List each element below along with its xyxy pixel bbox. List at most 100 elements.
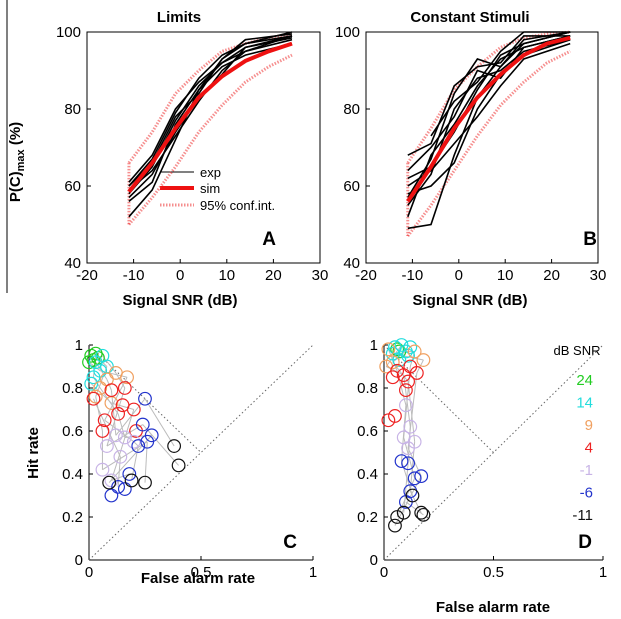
panel-d-point-snr-24 <box>390 342 405 357</box>
panel-c-point-snr-9 <box>93 381 108 395</box>
panel-d-point-snr--11 <box>416 507 431 522</box>
panel-c-track-line <box>117 413 126 438</box>
panel-b-exp-line-7 <box>407 35 571 172</box>
panel-c-point-snr-4 <box>115 398 130 413</box>
panel-c-ytick-label: 0.6 <box>62 423 83 440</box>
panel-d-xtick-label: 0 <box>380 564 388 581</box>
panel-c-point-snr--11 <box>102 475 117 490</box>
panel-d-legend-snr--6: -6 <box>580 485 593 502</box>
panel-b-ytick-label: 80 <box>343 101 360 118</box>
panel-c-point-snr-14 <box>84 376 99 391</box>
panel-d-point-snr-4 <box>399 383 413 398</box>
panel-c-point-snr--6 <box>138 391 152 406</box>
panel-a-sim-line <box>127 41 293 194</box>
panel-b-letter: B <box>583 229 597 250</box>
panel-d-legend-snr-24: 24 <box>576 372 593 389</box>
panel-d-point-snr--6 <box>401 456 415 471</box>
panel-c-letter: C <box>283 532 297 553</box>
panel-d-ytick-label: 0.8 <box>357 380 378 397</box>
panel-d-xtick-label: 0.5 <box>483 564 504 581</box>
panel-c-point-snr--6 <box>122 467 137 481</box>
panel-b-xtick-label: 10 <box>497 267 514 284</box>
panel-c-point-snr-4 <box>104 383 119 398</box>
panel-b-ytick-label: 40 <box>343 255 360 272</box>
panel-a-ylabel-sub: max <box>15 148 27 171</box>
panel-c-point-snr--6 <box>135 417 150 432</box>
legend-exp-label: exp <box>200 165 221 180</box>
panel-c-ytick-label: 0.2 <box>62 509 83 526</box>
panel-c-point-snr--1 <box>95 462 110 477</box>
panel-d-legend-snr-9: 9 <box>585 417 593 434</box>
panel-a-xtick-label: 20 <box>265 267 282 284</box>
panel-d-point-snr--1 <box>407 434 422 449</box>
panel-a-title: Limits <box>157 9 201 26</box>
panel-b-xtick-label: 20 <box>543 267 560 284</box>
panel-b-xtick-label: 0 <box>455 267 463 284</box>
panel-b-axes-frame <box>365 31 599 264</box>
panel-a-xtick-label: -20 <box>76 267 98 284</box>
panel-c-point-snr--6 <box>117 482 132 496</box>
panel-d-reference-line <box>383 344 494 453</box>
panel-b-xlabel: Signal SNR (dB) <box>413 292 528 309</box>
panel-a-xtick-label: 10 <box>218 267 235 284</box>
panel-c-point-snr-9 <box>120 370 134 385</box>
panel-a-plot: -20 -10 0 10 20 30 40 60 80 100 <box>56 24 328 284</box>
panel-b-exp-line-10 <box>430 31 571 137</box>
panel-c-track-line <box>115 398 146 436</box>
panel-a-exp-line-5 <box>128 42 293 203</box>
panel-d-point-snr-9 <box>407 344 422 359</box>
panel-c-ytick-label: 0.8 <box>62 380 83 397</box>
panel-d-xlabel: False alarm rate <box>436 599 550 616</box>
panel-c-point-snr--11 <box>124 473 139 488</box>
panel-c-point-snr--11 <box>167 439 182 453</box>
panel-d-track-line <box>405 501 424 516</box>
panel-a-legend: exp sim 95% conf.int. <box>160 165 275 213</box>
panel-c-track-line <box>108 434 153 483</box>
panel-d-point-snr-9 <box>416 353 431 367</box>
panel-c-xlabel: False alarm rate <box>141 570 255 587</box>
panel-c-ytick-label: 1 <box>75 337 83 354</box>
panel-d-xtick-label: 1 <box>599 564 607 581</box>
panel-b-title: Constant Stimuli <box>410 9 529 26</box>
panel-c-point-snr--6 <box>104 488 119 503</box>
panel-c-ytick-label: 0 <box>75 552 83 569</box>
panel-a-ytick-label: 40 <box>64 255 81 272</box>
panel-b-xtick-label: -20 <box>355 267 377 284</box>
panel-d-point-snr-4 <box>388 409 402 423</box>
panel-c-point-snr-4 <box>117 381 132 395</box>
panel-d-ytick-label: 1 <box>370 337 378 354</box>
panel-c-reference-line <box>88 344 202 453</box>
panel-d-legend-snr-4: 4 <box>585 440 593 457</box>
panel-a-exp-line-8 <box>128 35 293 183</box>
panel-d-point-snr--6 <box>414 469 429 484</box>
panel-d-point-snr--11 <box>388 518 402 533</box>
panel-a-ylabel-unit: (%) <box>7 122 24 150</box>
panel-c-track-line <box>110 409 135 481</box>
panel-c-ylabel: Hit rate <box>25 427 42 479</box>
panel-b-ci-upper-line <box>406 30 571 164</box>
panel-a-xtick-label: 30 <box>312 267 329 284</box>
panel-d-point-snr-14 <box>392 353 407 367</box>
panel-c-track-line <box>144 398 175 447</box>
panel-c-track-line <box>106 424 144 447</box>
panel-d-track-line <box>403 463 409 513</box>
panel-c-point-snr--1 <box>113 449 128 464</box>
panel-d-legend-snr--11: -11 <box>572 507 593 524</box>
panel-c-point-snr--11 <box>171 458 186 473</box>
panel-b-exp-line-8 <box>407 31 571 199</box>
panel-c-point-snr--6 <box>111 480 126 494</box>
panel-d-track-line <box>403 437 416 479</box>
panel-d-legend-title: dB SNR <box>554 343 601 358</box>
panel-a-ytick-label: 80 <box>64 101 81 118</box>
panel-d-legend-snr-14: 14 <box>576 395 593 412</box>
panel-d-letter: D <box>578 532 592 553</box>
panel-d-ytick-label: 0 <box>370 552 378 569</box>
panel-c-point-snr-24 <box>82 355 96 370</box>
panel-c-point-snr--6 <box>140 434 155 449</box>
panel-c-point-snr-14 <box>93 363 108 378</box>
panel-b-ci-lower-line <box>406 49 571 238</box>
panel-b-exp-line-3 <box>407 35 571 156</box>
panel-a-xtick-label: 0 <box>176 267 184 284</box>
panel-c-point-snr-4 <box>95 424 110 438</box>
